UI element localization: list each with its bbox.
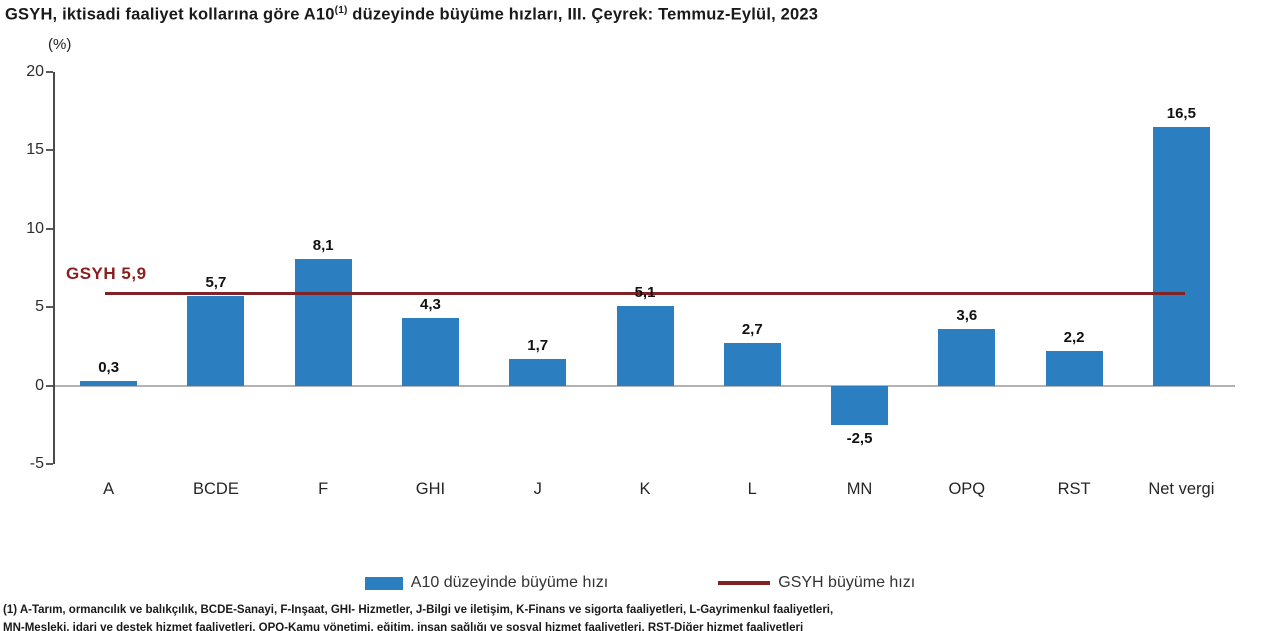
bar-value-label: 2,2 [1063,329,1085,347]
y-axis-line [53,72,55,464]
y-axis-tick-label: 10 [26,219,44,237]
y-axis-tick-mark [46,463,53,465]
y-axis-tick-label: 15 [26,141,44,159]
gsyh-reference-line [105,291,1185,295]
y-axis-tick-mark [46,306,53,309]
bar-GHI [401,318,459,386]
y-axis-tick-label: 20 [26,63,44,80]
gsyh-reference-label: GSYH 5,9 [66,264,147,284]
legend-item-line: GSYH büyüme hızı [718,574,915,592]
y-axis-tick-mark [46,384,53,387]
bar-value-label: 3,6 [956,307,978,325]
legend: A10 düzeyinde büyüme hızı GSYH büyüme hı… [0,574,1280,592]
chart-title-text: GSYH, iktisadi faaliyet kollarına göre A… [5,5,335,24]
x-axis-category-label: MN [846,480,873,498]
y-axis-tick-mark [46,71,53,73]
x-axis-category-label: OPQ [948,480,986,498]
x-axis-category-label: GHI [415,480,446,498]
x-axis-category-label: F [318,480,329,498]
legend-item-bars: A10 düzeyinde büyüme hızı [364,574,609,592]
bar-MN [831,385,889,425]
footnote-line-1: (1) A-Tarım, ormancılık ve balıkçılık, B… [3,604,834,616]
bar-value-label: 4,3 [420,296,441,314]
chart-title: GSYH, iktisadi faaliyet kollarına göre A… [5,5,818,25]
footnote-line-2: MN-Mesleki, idari ve destek hizmet faali… [3,622,804,631]
x-axis-category-label: J [533,480,542,498]
bar-value-label: 2,7 [741,321,763,339]
bar-Net vergi [1152,126,1210,386]
bar-RST [1045,351,1103,386]
x-axis-category-label: K [639,480,651,498]
bar-F [294,258,352,386]
bar-J [509,358,567,386]
line-series-swatch-icon [718,581,771,585]
bar-value-label: 16,5 [1166,104,1196,122]
legend-label-line: GSYH büyüme hızı [778,574,916,591]
y-axis-tick-label: -5 [29,455,44,472]
chart-title-footnote-marker: (1) [334,5,348,16]
y-axis-tick-label: 0 [35,376,44,394]
bar-L [723,343,781,386]
bar-value-label: 5,7 [205,274,227,292]
bar-value-label: 8,1 [312,236,334,254]
bar-K [616,305,674,386]
bar-value-label: 0,3 [98,358,120,376]
bar-value-label: 1,7 [527,336,549,354]
x-axis-category-label: Net vergi [1148,480,1215,498]
legend-label-bars: A10 düzeyinde büyüme hızı [410,574,609,591]
x-axis-category-label: L [747,480,757,498]
y-axis-tick-label: 5 [35,298,44,316]
bar-value-label: -2,5 [846,429,873,447]
bar-series-swatch-icon [364,576,403,590]
x-axis-category-label: A [103,480,115,498]
bar-value-label: 5,1 [634,283,656,301]
plot-area: 20 15 10 5 0 -5 0,3 A 5,7 BCDE 8,1 F 4,3 GHI 1,7 J 5,1 K 2… [26,63,1235,498]
y-axis-tick-mark [46,227,53,230]
y-axis-unit-label: (%) [48,36,72,53]
bar-A [80,380,138,386]
x-axis-category-label: BCDE [192,480,239,498]
x-axis-category-label: RST [1057,480,1091,498]
bar-BCDE [187,296,245,386]
y-axis-tick-mark [46,149,53,152]
chart-title-suffix: düzeyinde büyüme hızları, III. Çeyrek: T… [347,5,819,24]
zero-baseline [55,384,1235,387]
bar-OPQ [938,329,996,386]
